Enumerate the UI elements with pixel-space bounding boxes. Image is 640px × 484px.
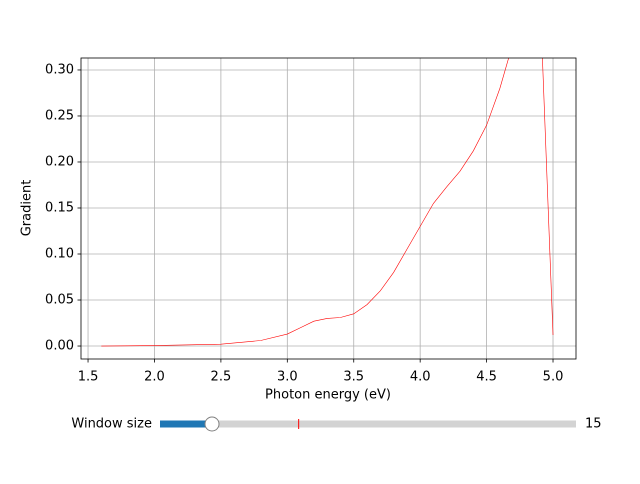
- slider-fill: [160, 420, 212, 428]
- y-tick-label: 0.20: [45, 154, 74, 169]
- x-tick-label: 5.0: [543, 370, 564, 385]
- x-axis-label: Photon energy (eV): [265, 388, 391, 403]
- x-tick-label: 2.0: [144, 370, 165, 385]
- y-tick-label: 0.25: [45, 108, 74, 123]
- x-tick-label: 4.5: [476, 370, 497, 385]
- y-tick-label: 0.30: [45, 62, 74, 77]
- x-tick-label: 1.5: [78, 370, 99, 385]
- x-tick-label: 3.0: [277, 370, 298, 385]
- x-tick-label: 2.5: [211, 370, 232, 385]
- axes-frame: [80, 57, 577, 360]
- slider-value: 15: [585, 417, 602, 432]
- slider-track: [160, 420, 576, 428]
- y-axis-label: Gradient: [20, 180, 35, 237]
- slider-label: Window size: [71, 417, 152, 432]
- slider-handle[interactable]: [204, 416, 220, 432]
- y-tick-label: 0.00: [45, 339, 74, 354]
- y-tick-label: 0.10: [45, 247, 74, 262]
- x-tick-label: 4.0: [410, 370, 431, 385]
- x-tick-label: 3.5: [343, 370, 364, 385]
- y-tick-label: 0.15: [45, 200, 74, 215]
- data-line: [101, 58, 554, 347]
- y-tick-label: 0.05: [45, 293, 74, 308]
